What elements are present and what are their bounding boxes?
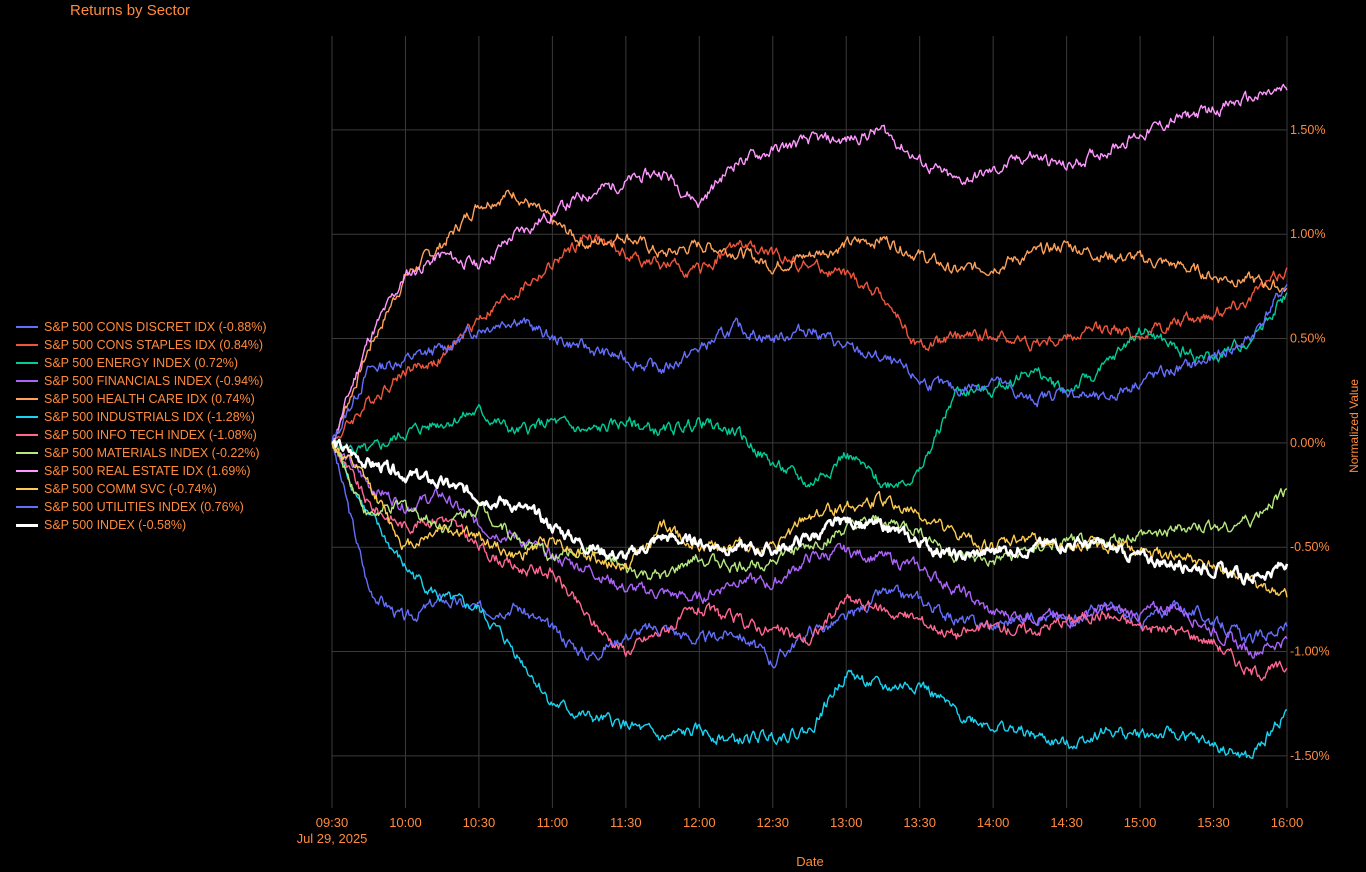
legend-item[interactable]: S&P 500 UTILITIES INDEX (0.76%) bbox=[16, 498, 267, 516]
y-tick-label: -0.50% bbox=[1290, 540, 1330, 554]
series-line-5 bbox=[331, 441, 1288, 759]
y-tick-label: -1.00% bbox=[1290, 645, 1330, 659]
x-axis-date-label: Jul 29, 2025 bbox=[297, 831, 368, 846]
x-tick-label: 16:00 bbox=[1271, 815, 1304, 830]
legend-item[interactable]: S&P 500 FINANCIALS INDEX (-0.94%) bbox=[16, 372, 267, 390]
x-tick-label: 14:00 bbox=[977, 815, 1010, 830]
series-line-8 bbox=[331, 83, 1288, 444]
legend-label: S&P 500 ENERGY INDEX (0.72%) bbox=[44, 356, 239, 370]
x-tick-label: 13:00 bbox=[830, 815, 863, 830]
legend-label: S&P 500 CONS STAPLES IDX (0.84%) bbox=[44, 338, 264, 352]
y-axis-title: Normalized Value bbox=[1347, 379, 1361, 473]
x-axis-title: Date bbox=[796, 854, 823, 869]
y-tick-label: 1.50% bbox=[1290, 123, 1325, 137]
legend-item[interactable]: S&P 500 ENERGY INDEX (0.72%) bbox=[16, 354, 267, 372]
gridlines bbox=[331, 36, 1288, 808]
legend-swatch bbox=[16, 523, 38, 527]
legend-swatch bbox=[16, 326, 38, 328]
series-line-11 bbox=[331, 438, 1289, 586]
legend-label: S&P 500 FINANCIALS INDEX (-0.94%) bbox=[44, 374, 264, 388]
legend-label: S&P 500 UTILITIES INDEX (0.76%) bbox=[44, 500, 244, 514]
legend-item[interactable]: S&P 500 INDUSTRIALS IDX (-1.28%) bbox=[16, 408, 267, 426]
x-tick-label: 15:30 bbox=[1197, 815, 1230, 830]
x-tick-label: 13:30 bbox=[903, 815, 936, 830]
x-tick-label: 10:30 bbox=[463, 815, 496, 830]
legend-swatch bbox=[16, 344, 38, 346]
series-line-0 bbox=[331, 442, 1288, 669]
series-line-6 bbox=[331, 442, 1288, 682]
x-tick-label: 14:30 bbox=[1050, 815, 1083, 830]
legend-label: S&P 500 COMM SVC (-0.74%) bbox=[44, 482, 217, 496]
legend-label: S&P 500 CONS DISCRET IDX (-0.88%) bbox=[44, 320, 267, 334]
chart-title: Returns by Sector bbox=[70, 2, 191, 19]
legend-swatch bbox=[16, 506, 38, 508]
legend-item[interactable]: S&P 500 CONS STAPLES IDX (0.84%) bbox=[16, 336, 267, 354]
x-tick-label: 15:00 bbox=[1124, 815, 1157, 830]
series-line-4 bbox=[332, 189, 1288, 444]
x-tick-label: 12:00 bbox=[683, 815, 716, 830]
series-line-2 bbox=[331, 292, 1288, 489]
legend-swatch bbox=[16, 488, 38, 490]
x-tick-label: 11:30 bbox=[610, 815, 642, 830]
legend-item[interactable]: S&P 500 REAL ESTATE IDX (1.69%) bbox=[16, 462, 267, 480]
series-line-10 bbox=[331, 283, 1288, 444]
legend-swatch bbox=[16, 398, 38, 400]
legend-label: S&P 500 INDEX (-0.58%) bbox=[44, 518, 187, 532]
x-tick-label: 12:30 bbox=[756, 815, 789, 830]
y-tick-label: 0.50% bbox=[1290, 332, 1325, 346]
series-lines bbox=[331, 83, 1289, 759]
x-tick-label: 09:30 bbox=[316, 815, 349, 830]
legend-swatch bbox=[16, 362, 38, 364]
legend-item[interactable]: S&P 500 INFO TECH INDEX (-1.08%) bbox=[16, 426, 267, 444]
legend-item[interactable]: S&P 500 INDEX (-0.58%) bbox=[16, 516, 267, 534]
y-tick-label: -1.50% bbox=[1290, 749, 1330, 763]
series-line-1 bbox=[331, 233, 1288, 444]
y-tick-label: 0.00% bbox=[1290, 436, 1325, 450]
legend-swatch bbox=[16, 380, 38, 382]
legend-swatch bbox=[16, 470, 38, 472]
series-line-7 bbox=[331, 442, 1288, 581]
legend-item[interactable]: S&P 500 HEALTH CARE IDX (0.74%) bbox=[16, 390, 267, 408]
legend-label: S&P 500 INFO TECH INDEX (-1.08%) bbox=[44, 428, 257, 442]
legend-item[interactable]: S&P 500 CONS DISCRET IDX (-0.88%) bbox=[16, 318, 267, 336]
legend: S&P 500 CONS DISCRET IDX (-0.88%) S&P 500… bbox=[16, 318, 267, 534]
legend-swatch bbox=[16, 416, 38, 418]
y-tick-label: 1.00% bbox=[1290, 227, 1325, 241]
legend-label: S&P 500 MATERIALS INDEX (-0.22%) bbox=[44, 446, 260, 460]
legend-item[interactable]: S&P 500 MATERIALS INDEX (-0.22%) bbox=[16, 444, 267, 462]
legend-item[interactable]: S&P 500 COMM SVC (-0.74%) bbox=[16, 480, 267, 498]
series-line-9 bbox=[331, 442, 1288, 598]
legend-label: S&P 500 REAL ESTATE IDX (1.69%) bbox=[44, 464, 251, 478]
series-line-3 bbox=[331, 442, 1288, 659]
x-tick-label: 10:00 bbox=[389, 815, 422, 830]
legend-swatch bbox=[16, 434, 38, 436]
legend-label: S&P 500 INDUSTRIALS IDX (-1.28%) bbox=[44, 410, 255, 424]
legend-swatch bbox=[16, 452, 38, 454]
x-axis-ticks: 09:30 10:00 10:30 11:00 11:30 12:00 12:30 13:00… bbox=[316, 815, 1304, 830]
x-tick-label: 11:00 bbox=[537, 815, 569, 830]
y-axis-ticks: 1.50% 1.00% 0.50% 0.00% -0.50% -1.00% -1.50% bbox=[1290, 123, 1330, 763]
legend-label: S&P 500 HEALTH CARE IDX (0.74%) bbox=[44, 392, 255, 406]
